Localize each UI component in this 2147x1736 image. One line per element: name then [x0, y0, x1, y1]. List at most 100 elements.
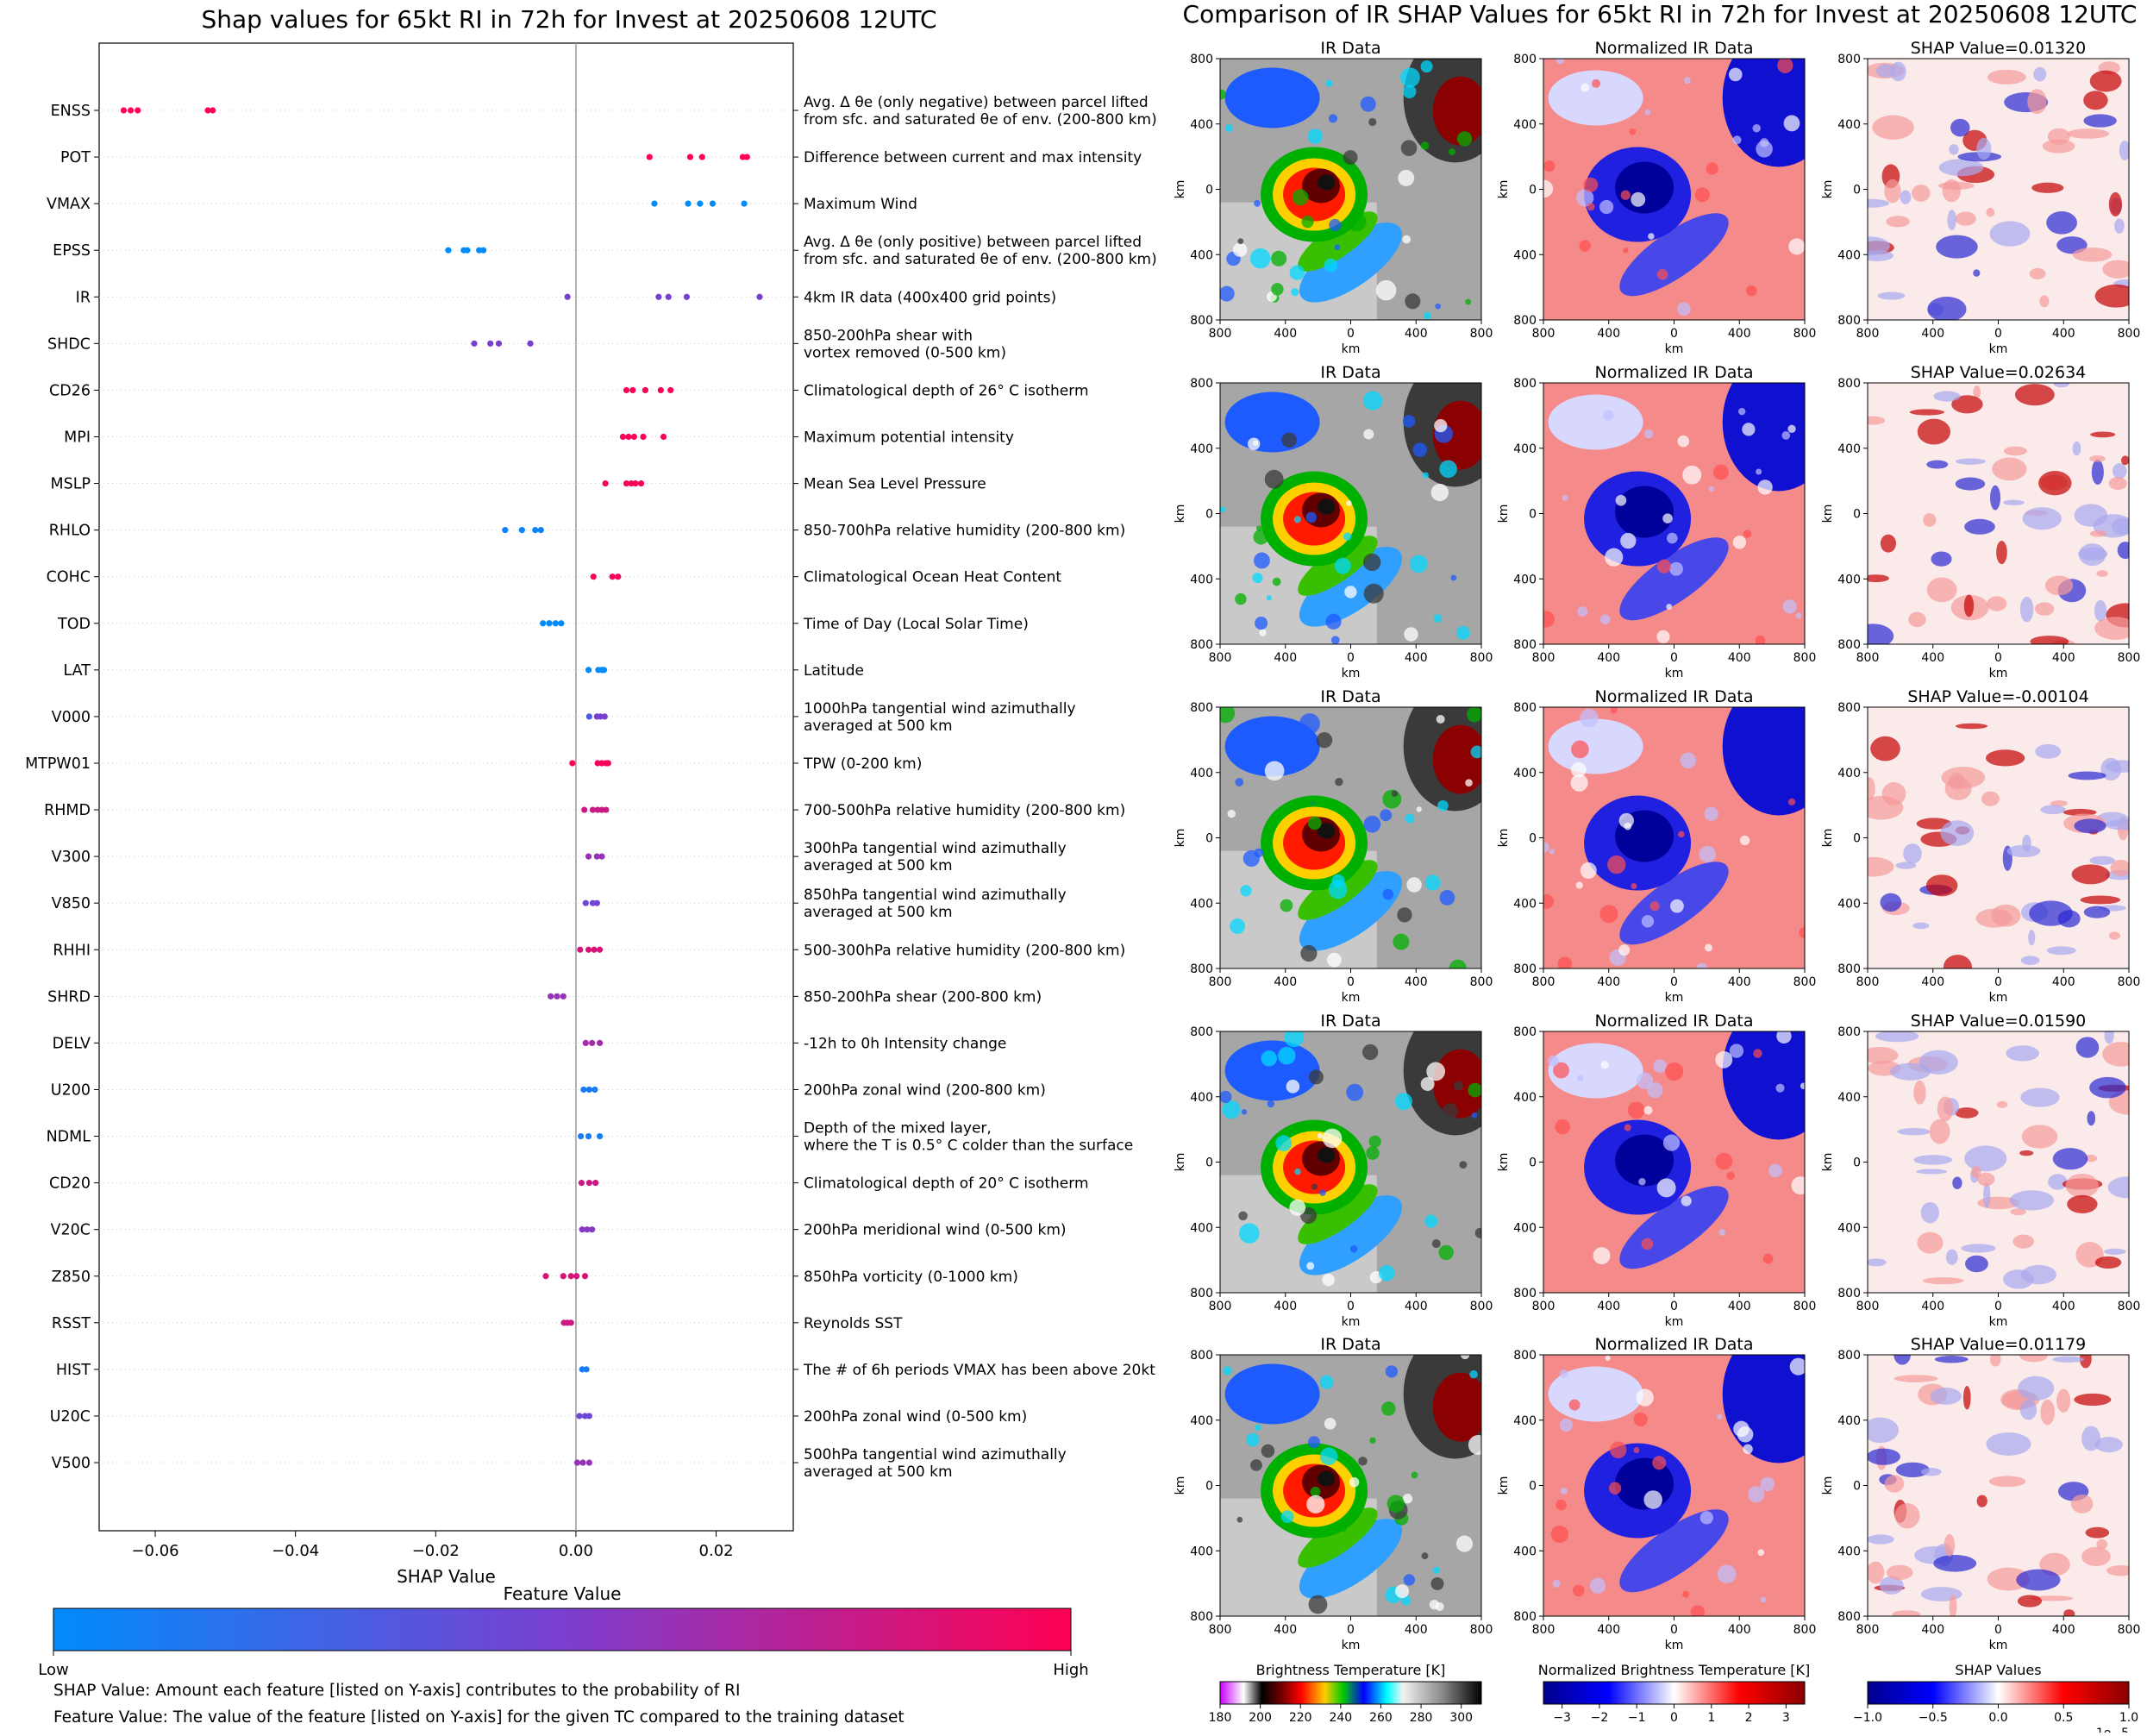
shap-point-lat [585, 667, 592, 674]
shap-map-image [1868, 383, 2129, 644]
feature-name-rhmd: RHMD [44, 802, 91, 819]
shap-point-shrd [554, 993, 560, 1000]
shap-negative-region [2107, 1176, 2129, 1199]
shap-negative-region [1961, 1244, 1996, 1253]
norm-cloud-cell [1755, 635, 1766, 644]
ir-cloud-cell [1424, 1214, 1438, 1228]
shap-negative-region [1920, 1201, 1939, 1224]
shap-negative-region [2035, 743, 2062, 759]
shap-negative-region [2040, 805, 2066, 815]
ir-cloud-cell [1293, 516, 1301, 523]
feature-name-lat: LAT [64, 662, 91, 680]
shap-positive-region [1956, 723, 1988, 730]
x-axis-label: km [1665, 991, 1684, 1005]
shap-point-mslp [623, 479, 630, 487]
shap-positive-region [1923, 513, 1937, 527]
x-tick-label: 800 [1856, 327, 1880, 341]
norm-cloud-cell [1788, 238, 1805, 255]
colorbar-high-label: High [1053, 1661, 1088, 1679]
norm-cloud-cell [1557, 956, 1573, 968]
y-tick-label: 0 [1853, 508, 1861, 522]
normalized-ir-image [1543, 59, 1805, 320]
shap-positive-region [2067, 1194, 2098, 1213]
shap-positive-region [1909, 409, 1945, 416]
shap-summary-panel: Shap values for 65kt RI in 72h for Inves… [25, 5, 1157, 1727]
shap-negative-region [2019, 596, 2034, 623]
shap-negative-region [1868, 198, 1890, 208]
shap-point-z850 [573, 1273, 580, 1280]
right-chart-title: Comparison of IR SHAP Values for 65kt RI… [1182, 0, 2138, 28]
feature-name-tod: TOD [57, 616, 91, 633]
ir-image [1220, 1031, 1481, 1293]
x-tick-label: 400 [2052, 327, 2075, 341]
norm-cloud-cell [1599, 905, 1618, 924]
feature-description-hist: The # of 6h periods VMAX has been above … [803, 1362, 1155, 1379]
ir-cloud-cell [1411, 1471, 1418, 1479]
shap-negative-region [2028, 930, 2036, 946]
x-axis-label: km [1989, 667, 2008, 680]
ir-cloud-cell [1254, 552, 1270, 569]
shap-positive-region [1925, 874, 1958, 897]
shap-negative-region [2018, 1376, 2055, 1401]
shap-positive-region [1872, 115, 1914, 140]
feature-description-lat: Latitude [804, 662, 864, 680]
norm-cloud-cell [1699, 845, 1717, 863]
y-tick-label: 400 [1190, 1545, 1213, 1558]
x-tick-label: 800 [1856, 1623, 1880, 1637]
x-tick-label: 400 [1405, 651, 1428, 665]
ir-cloud-cell [1328, 114, 1338, 123]
y-tick-label: 400 [1190, 442, 1213, 456]
ir-cloud-cell [1325, 613, 1342, 630]
ir-core-black [1318, 498, 1336, 515]
norm-cloud-cell [1791, 1176, 1805, 1195]
shap-positive-region [2063, 1609, 2075, 1616]
y-tick-label: 400 [1513, 573, 1537, 586]
ir-cloud-cell [1339, 1525, 1347, 1532]
feature-description-rhmd: 700-500hPa relative humidity (200-800 km… [804, 802, 1125, 819]
shap-point-v850 [582, 899, 589, 906]
x-tick-label: 0.00 [559, 1542, 593, 1560]
ir-cloud-cell [1465, 779, 1473, 787]
x-axis-label: km [1665, 1639, 1684, 1652]
x-axis-label: km [1665, 667, 1684, 680]
ir-cloud-cell [1434, 419, 1448, 433]
x-tick-label: 800 [1209, 1623, 1232, 1637]
y-axis-label: km [1174, 829, 1187, 848]
shap-point-rhlo [518, 527, 525, 534]
shap-positive-region [1868, 1561, 1885, 1584]
shap-point-u20c [576, 1413, 583, 1420]
ir-rainband-green [1298, 1184, 1378, 1244]
shap-positive-region [2030, 636, 2069, 644]
y-tick-label: 400 [1513, 897, 1537, 911]
norm-cloud-cell [1762, 1253, 1774, 1264]
shap-positive-region [2003, 446, 2027, 456]
norm-cloud-cell [1636, 1388, 1654, 1407]
shap-point-cd20 [578, 1180, 585, 1187]
normalized-ir-title: Normalized IR Data [1595, 687, 1754, 706]
ir-cloud-cell [1394, 1093, 1412, 1111]
shap-positive-region [1937, 1096, 1954, 1122]
y-tick-label: 800 [1513, 314, 1537, 328]
shap-positive-region [1941, 767, 1986, 789]
norm-cloud-cell [1787, 424, 1796, 434]
y-tick-label: 800 [1837, 1349, 1861, 1363]
ir-cloud-cell [1311, 746, 1318, 754]
shap-point-cohc [615, 573, 622, 580]
ir-cloud-cell [1450, 574, 1457, 581]
shap-positive-region [1976, 1495, 1987, 1507]
y-tick-label: 800 [1837, 962, 1861, 976]
shap-positive-region [1922, 1277, 1964, 1285]
norm-cloud-cell [1549, 849, 1555, 855]
ir-cloud-cell [1281, 432, 1298, 448]
y-tick-label: 400 [1513, 442, 1537, 456]
norm-cloud-cell [1768, 1163, 1782, 1178]
shap-positive-region [2102, 1042, 2129, 1067]
y-tick-label: 0 [1529, 832, 1537, 846]
norm-cloud-cell [1543, 842, 1549, 853]
shap-point-rhlo [502, 527, 509, 534]
norm-cloud-cell [1757, 479, 1773, 495]
x-tick-label: 800 [1470, 651, 1493, 665]
y-tick-label: 0 [1529, 508, 1537, 522]
norm-cloud-cell [1581, 83, 1590, 92]
ir-cloud-cell [1469, 1369, 1478, 1379]
